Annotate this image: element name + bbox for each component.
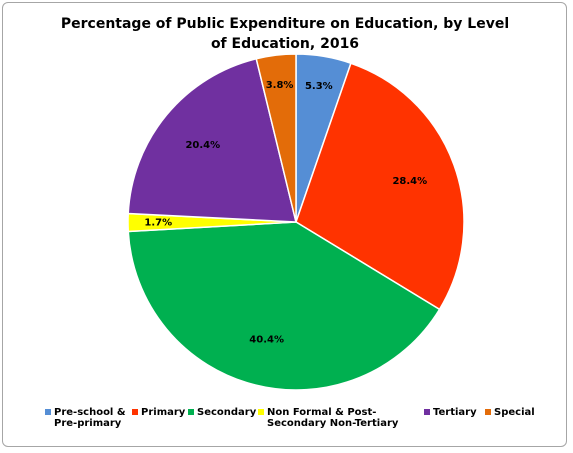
legend-swatch: [424, 409, 430, 415]
legend-swatch: [45, 409, 51, 415]
chart-title: Percentage of Public Expenditure on Educ…: [60, 16, 510, 52]
data-label: 5.3%: [305, 81, 333, 92]
legend-swatch: [258, 409, 264, 415]
legend-item: Special: [485, 407, 554, 418]
pie-slice: [255, 53, 297, 223]
data-label: 40.4%: [249, 334, 284, 345]
legend-label: Primary: [141, 407, 186, 418]
data-label: 1.7%: [144, 217, 172, 228]
legend-label: Special: [494, 407, 535, 418]
pie-slice: [127, 221, 441, 391]
legend-swatch: [132, 409, 138, 415]
legend-item: Secondary: [188, 407, 262, 418]
legend-label: Pre-school & Pre-primary: [54, 407, 126, 429]
legend-swatch: [485, 409, 491, 415]
legend-label: Tertiary: [433, 407, 477, 418]
legend-item: Tertiary: [424, 407, 488, 418]
pie-slice: [127, 57, 297, 223]
legend-item: Pre-school & Pre-primary: [45, 407, 144, 429]
legend-item: Non Formal & Post-Secondary Non-Tertiary: [258, 407, 427, 429]
data-label: 3.8%: [266, 80, 294, 91]
legend-swatch: [188, 409, 194, 415]
pie-slice: [295, 62, 465, 311]
data-label: 28.4%: [392, 176, 427, 187]
chart-frame: [2, 2, 567, 447]
legend-label: Secondary: [197, 407, 257, 418]
legend-item: Primary: [132, 407, 191, 418]
data-label: 20.4%: [185, 140, 220, 151]
legend-label: Non Formal & Post-Secondary Non-Tertiary: [267, 407, 399, 429]
